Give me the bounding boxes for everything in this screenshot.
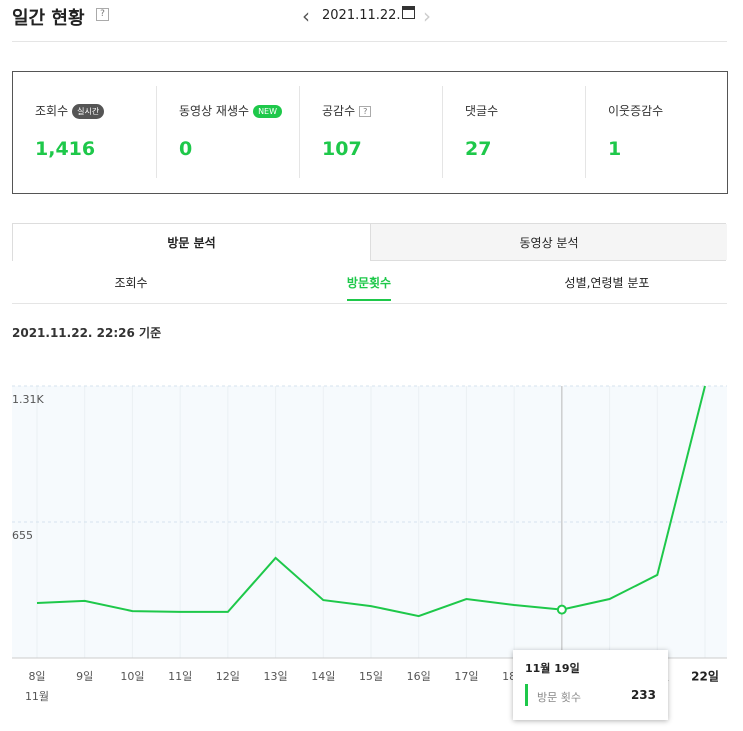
page-title: 일간 현황 xyxy=(12,8,85,29)
next-button[interactable]: › xyxy=(423,4,431,28)
stat-value: 1,416 xyxy=(35,138,96,160)
stat-value: 107 xyxy=(322,138,362,160)
x-tick-label: 12일 xyxy=(216,669,240,683)
stat-label-row: 조회수 실시간 xyxy=(35,100,105,119)
stat-badge: 실시간 xyxy=(72,104,105,119)
highlight-point xyxy=(556,604,567,615)
divider xyxy=(12,41,727,42)
x-tick-label: 17일 xyxy=(454,669,478,683)
stat-value: 1 xyxy=(608,138,622,160)
stat-badge: NEW xyxy=(253,105,283,118)
subtab[interactable]: 조회수 xyxy=(114,276,148,290)
x-tick-label: 15일 xyxy=(359,669,383,683)
tab[interactable]: 동영상 분석 xyxy=(370,224,727,260)
stat-label-row: 공감수? xyxy=(322,100,372,119)
prev-button[interactable]: ‹ xyxy=(302,4,310,28)
x-sublabel: 11월 xyxy=(25,690,49,703)
tab-bar: 방문 분석 동영상 분석 xyxy=(12,223,727,262)
x-tick-label: 22일 xyxy=(691,670,719,684)
tooltip-value: 233 xyxy=(630,688,656,702)
stat-label: 동영상 재생수 xyxy=(179,104,250,118)
calendar-icon[interactable] xyxy=(402,6,415,19)
divider xyxy=(12,303,727,304)
tab[interactable]: 방문 분석 xyxy=(13,224,370,262)
stat-badge: ? xyxy=(359,106,372,117)
stat-card: 조회수 실시간 1,416 xyxy=(13,86,156,178)
tooltip-title: 11월 19일 xyxy=(525,662,580,675)
line xyxy=(36,385,706,618)
stat-label-row: 댓글수 xyxy=(465,100,498,119)
x-tick-label: 10일 xyxy=(120,669,144,683)
date: 2021.11.22. xyxy=(322,8,401,23)
subtab-active[interactable]: 방문횟수 xyxy=(250,264,488,302)
x-tick-label: 8일 xyxy=(28,669,45,683)
x-tick-label: 9일 xyxy=(76,669,93,683)
stat-label-row: 이웃증감수 xyxy=(608,100,663,119)
y-tick-label: 1.31K xyxy=(12,393,44,406)
tooltip-series: 방문 횟수 xyxy=(537,691,581,704)
y-tick-label: 655 xyxy=(12,529,33,542)
x-tick-label: 13일 xyxy=(264,669,288,683)
stat-value: 27 xyxy=(465,138,492,160)
stats-box: 조회수 실시간 1,416 동영상 재생수 NEW 0 공감수? 107 댓글수 27 이웃증감수 1 xyxy=(12,71,728,194)
stat-label: 조회수 xyxy=(35,104,69,118)
subtab[interactable]: 성별,연령별 분포 xyxy=(564,276,650,290)
tooltip: 11월 19일 방문 횟수 233 xyxy=(513,650,668,720)
x-tick-label: 14일 xyxy=(311,669,335,683)
tooltip-swatch xyxy=(525,684,528,706)
stat-value: 0 xyxy=(179,138,193,160)
x-tick-label: 16일 xyxy=(407,669,431,683)
subtab-label: 방문횟수 xyxy=(346,276,392,301)
stat-label: 댓글수 xyxy=(465,104,499,118)
stat-label: 공감수 xyxy=(322,104,356,118)
stat-label-row: 동영상 재생수 NEW xyxy=(179,100,283,119)
x-tick-label: 11일 xyxy=(168,669,192,683)
stat-card: 이웃증감수 1 xyxy=(585,86,729,178)
help-icon[interactable]: ? xyxy=(96,8,109,21)
stat-card: 공감수? 107 xyxy=(299,86,443,178)
stat-card: 동영상 재생수 NEW 0 xyxy=(156,86,300,178)
timestamp: 2021.11.22. 22:26 기준 xyxy=(12,326,162,340)
stat-card: 댓글수 27 xyxy=(442,86,586,178)
stat-label: 이웃증감수 xyxy=(608,104,664,118)
